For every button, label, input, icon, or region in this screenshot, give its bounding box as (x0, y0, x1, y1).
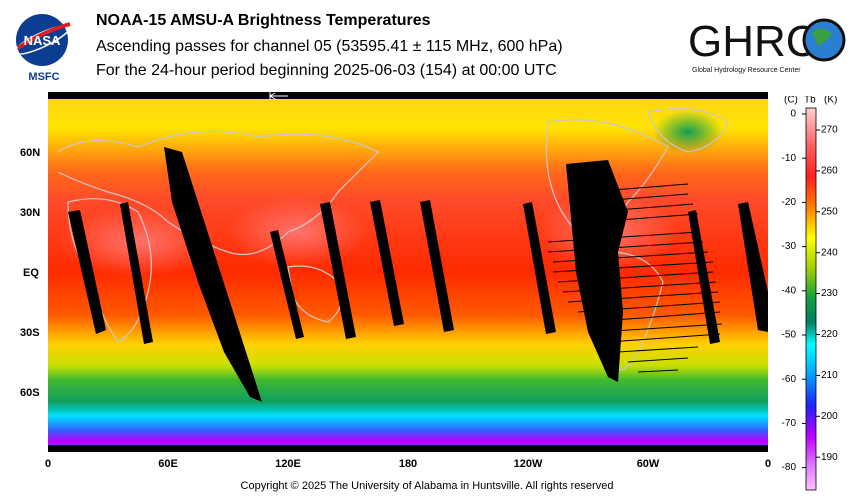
kelvin-tick-label: 230 (821, 288, 838, 299)
celsius-tick-label: -60 (782, 374, 797, 385)
partial-swath-stripes (547, 183, 723, 373)
lon-label-60e: 60E (158, 458, 178, 470)
colorbar-unit-k: (K) (824, 96, 837, 105)
lat-label-60n: 60N (20, 147, 41, 159)
kelvin-tick-label: 240 (821, 247, 838, 258)
msfc-logo-text: MSFC (28, 71, 59, 82)
nasa-msfc-logo: NASA MSFC (12, 10, 76, 83)
lon-label-0-end: 0 (764, 458, 772, 470)
colorbar-unit-tb: Tb (804, 96, 816, 105)
page-title: NOAA-15 AMSU-A Brightness Temperatures (96, 12, 431, 29)
brightness-temperature-map (48, 92, 768, 452)
nasa-logo-text: NASA (24, 33, 61, 48)
lon-label-120w: 120W (513, 458, 543, 470)
celsius-tick-label: -80 (782, 462, 797, 473)
lon-label-60w: 60W (636, 458, 660, 470)
celsius-tick-label: -20 (782, 197, 797, 208)
orbit-direction-arrow-icon (269, 92, 288, 100)
lon-label-180: 180 (398, 458, 418, 470)
lon-label-120e: 120E (275, 458, 301, 470)
celsius-tick-label: -50 (782, 330, 797, 341)
period-line: For the 24-hour period beginning 2025-06… (96, 62, 557, 79)
colorbar-kelvin-ticks: 270 260 250 240 230 220 210 200 190 (816, 125, 838, 463)
copyright-notice: Copyright © 2025 The University of Alaba… (240, 480, 614, 492)
kelvin-tick-label: 190 (821, 452, 838, 463)
temperature-colorbar: (C) Tb (K) 0 -10 -20 -30 -40 -50 -60 -70 -80 270… (782, 96, 838, 491)
celsius-tick-label: -70 (782, 418, 797, 429)
kelvin-tick-label: 200 (821, 411, 838, 422)
celsius-tick-label: 0 (790, 109, 796, 120)
celsius-tick-label: -30 (782, 241, 797, 252)
ghrc-logo: GHRC Global Hydrology Resource Center (686, 12, 850, 76)
kelvin-tick-label: 250 (821, 206, 838, 217)
kelvin-tick-label: 260 (821, 166, 838, 177)
swath-gaps (68, 147, 768, 402)
lat-label-30s: 30S (20, 327, 40, 339)
celsius-tick-label: -40 (782, 285, 797, 296)
celsius-tick-label: -10 (782, 153, 797, 164)
kelvin-tick-label: 220 (821, 329, 838, 340)
lon-label-0: 0 (44, 458, 52, 470)
lat-label-60s: 60S (20, 387, 40, 399)
kelvin-tick-label: 270 (821, 125, 838, 136)
lat-label-eq: EQ (23, 267, 39, 279)
coastline-overlay (57, 108, 729, 371)
colorbar-celsius-ticks: 0 -10 -20 -30 -40 -50 -60 -70 -80 (782, 109, 806, 473)
kelvin-tick-label: 210 (821, 370, 838, 381)
ghrc-logo-text: GHRC (688, 17, 818, 66)
page-subtitle: Ascending passes for channel 05 (53595.4… (96, 38, 563, 55)
colorbar-unit-c: (C) (784, 96, 798, 105)
lat-label-30n: 30N (20, 207, 41, 219)
ghrc-subtitle-text: Global Hydrology Resource Center (692, 67, 801, 74)
